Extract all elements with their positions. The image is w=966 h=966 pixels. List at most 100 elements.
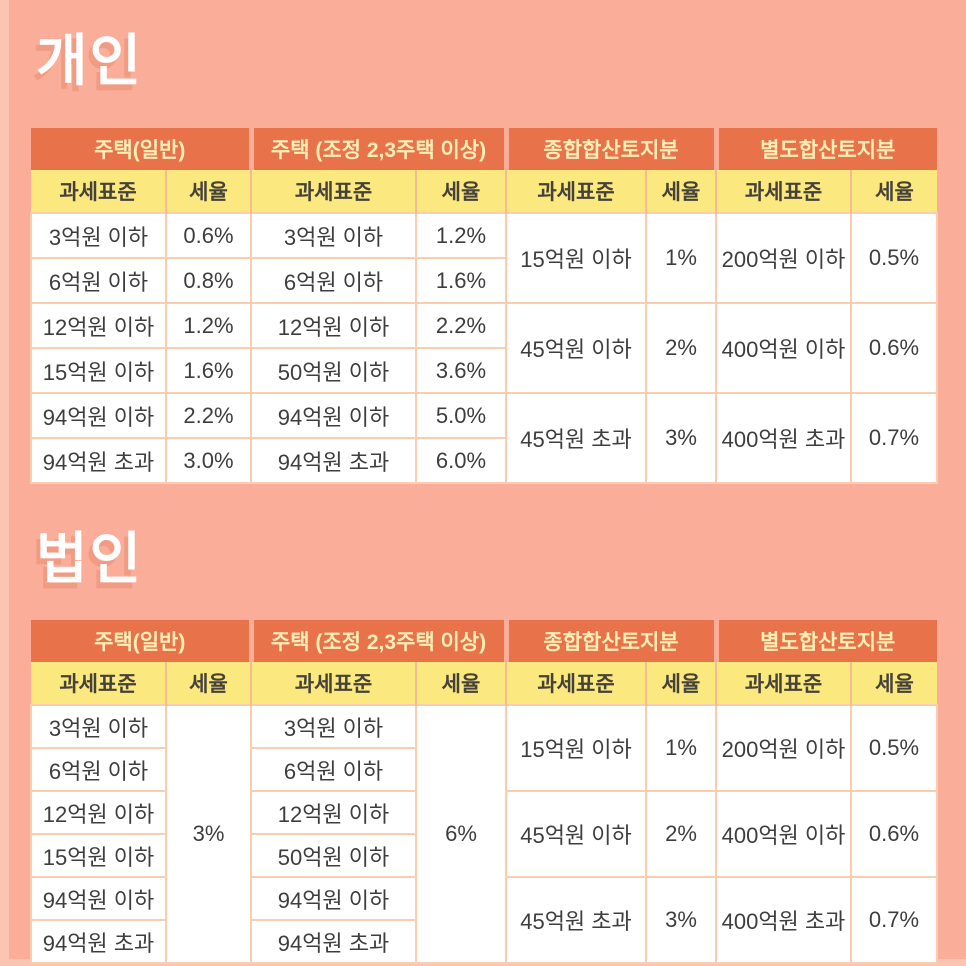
rate-cell: 2.2% <box>415 302 507 349</box>
tax-base-cell: 6억원 이하 <box>250 257 417 304</box>
col-header-rate: 세율 <box>415 170 506 213</box>
tax-base-cell: 400억원 이하 <box>715 790 852 878</box>
col-header-rate: 세율 <box>645 662 716 705</box>
group-header-housing-general: 주택(일반) <box>31 620 251 662</box>
table-row: 15억원 이하 50억원 이하 <box>30 833 937 878</box>
table-row: 94억원 초과 94억원 초과 <box>30 919 937 964</box>
tax-base-cell: 3억원 이하 <box>30 212 167 259</box>
rate-cell: 0.7% <box>850 876 938 964</box>
tax-base-cell: 94억원 초과 <box>250 437 417 484</box>
rate-cell: 0.6% <box>165 212 252 259</box>
tax-base-cell: 15억원 이하 <box>30 347 167 394</box>
col-header-tax-base: 과세표준 <box>31 170 166 213</box>
col-header-rate: 세율 <box>165 170 251 213</box>
tax-base-cell: 94억원 이하 <box>250 392 417 439</box>
col-header-tax-base: 과세표준 <box>505 662 646 705</box>
table-row: 3억원 이하 3% 3억원 이하 6% 15억원 이하 1% 200억원 이하 … <box>30 704 938 964</box>
tax-base-cell: 3억원 이하 <box>250 212 417 259</box>
tax-base-cell: 400억원 이하 <box>715 302 852 394</box>
tax-base-cell: 45억원 초과 <box>505 392 647 484</box>
rate-cell: 0.6% <box>850 302 938 394</box>
rate-cell: 0.6% <box>850 790 938 878</box>
rate-cell: 1.6% <box>415 257 507 304</box>
rate-cell: 2.2% <box>165 392 252 439</box>
rate-cell: 3% <box>645 392 717 484</box>
rate-cell: 6% <box>415 704 507 964</box>
col-header-tax-base: 과세표준 <box>715 662 851 705</box>
rate-cell: 2% <box>645 790 717 878</box>
section-title-corporate: 법인 <box>36 527 144 590</box>
section-title-individual: 개인 <box>36 29 144 92</box>
rate-cell: 0.8% <box>165 257 252 304</box>
tax-base-cell: 6억원 이하 <box>30 747 167 792</box>
rate-cell: 6.0% <box>415 437 507 484</box>
corporate-tax-table: 주택(일반) 주택 (조정 2,3주택 이상) 종합합산토지분 별도합산토지분 … <box>30 620 938 964</box>
tax-base-cell: 6억원 이하 <box>250 747 417 792</box>
group-header-housing-adjusted: 주택 (조정 2,3주택 이상) <box>248 620 506 662</box>
tax-base-cell: 45억원 이하 <box>505 302 647 394</box>
group-header-housing-adjusted: 주택 (조정 2,3주택 이상) <box>248 128 506 170</box>
rate-cell: 0.5% <box>850 212 938 304</box>
col-header-tax-base: 과세표준 <box>31 662 166 705</box>
col-header-tax-base: 과세표준 <box>715 170 851 213</box>
tax-base-cell: 400억원 초과 <box>715 392 852 484</box>
group-header-land-separate: 별도합산토지분 <box>713 620 937 662</box>
rate-cell: 3.0% <box>165 437 252 484</box>
tax-base-cell: 12억원 이하 <box>250 790 417 835</box>
table-row: 12억원 이하 1.2% 12억원 이하 2.2% 45억원 이하 2% 400… <box>30 302 938 394</box>
group-header-land-aggregate: 종합합산토지분 <box>503 620 716 662</box>
rate-cell: 1.2% <box>415 212 507 259</box>
rate-cell: 3% <box>645 876 717 964</box>
col-header-tax-base: 과세표준 <box>250 662 416 705</box>
col-header-rate: 세율 <box>850 170 937 213</box>
tax-base-cell: 94억원 이하 <box>30 876 167 921</box>
rate-cell: 0.5% <box>850 704 938 792</box>
col-header-rate: 세율 <box>645 170 716 213</box>
column-header-row: 과세표준 세율 과세표준 세율 과세표준 세율 과세표준 세율 <box>31 662 937 705</box>
col-header-tax-base: 과세표준 <box>250 170 416 213</box>
col-header-tax-base: 과세표준 <box>505 170 646 213</box>
individual-tax-table: 주택(일반) 주택 (조정 2,3주택 이상) 종합합산토지분 별도합산토지분 … <box>30 128 938 484</box>
tax-base-cell: 200억원 이하 <box>715 212 852 304</box>
table-row: 6억원 이하 0.8% 6억원 이하 1.6% <box>30 257 937 304</box>
col-header-rate: 세율 <box>415 662 506 705</box>
rate-cell: 3% <box>165 704 252 964</box>
col-header-rate: 세율 <box>165 662 251 705</box>
tax-base-cell: 15억원 이하 <box>505 212 647 304</box>
tax-base-cell: 200억원 이하 <box>715 704 852 792</box>
tax-base-cell: 45억원 이하 <box>505 790 647 878</box>
tax-base-cell: 94억원 초과 <box>250 919 417 964</box>
rate-cell: 1% <box>645 704 717 792</box>
rate-cell: 3.6% <box>415 347 507 394</box>
rate-cell: 0.7% <box>850 392 938 484</box>
tax-base-cell: 94억원 초과 <box>30 437 167 484</box>
table-row: 3억원 이하 0.6% 3억원 이하 1.2% 15억원 이하 1% 200억원… <box>30 212 938 304</box>
rate-cell: 2% <box>645 302 717 394</box>
table-row: 15억원 이하 1.6% 50억원 이하 3.6% <box>30 347 937 394</box>
tax-base-cell: 12억원 이하 <box>30 302 167 349</box>
tax-base-cell: 94억원 이하 <box>30 392 167 439</box>
table-row: 12억원 이하 12억원 이하 45억원 이하 2% 400억원 이하 0.6% <box>30 790 938 878</box>
tax-base-cell: 6억원 이하 <box>30 257 167 304</box>
group-header-land-aggregate: 종합합산토지분 <box>503 128 716 170</box>
table-row: 94억원 초과 3.0% 94억원 초과 6.0% <box>30 437 937 484</box>
tax-base-cell: 50억원 이하 <box>250 833 417 878</box>
rate-cell: 1% <box>645 212 717 304</box>
group-header-row: 주택(일반) 주택 (조정 2,3주택 이상) 종합합산토지분 별도합산토지분 <box>31 620 937 662</box>
tax-base-cell: 50억원 이하 <box>250 347 417 394</box>
group-header-row: 주택(일반) 주택 (조정 2,3주택 이상) 종합합산토지분 별도합산토지분 <box>31 128 937 170</box>
tax-base-cell: 94억원 초과 <box>30 919 167 964</box>
column-header-row: 과세표준 세율 과세표준 세율 과세표준 세율 과세표준 세율 <box>31 170 937 213</box>
tax-base-cell: 3억원 이하 <box>250 704 417 749</box>
rate-cell: 5.0% <box>415 392 507 439</box>
tax-base-cell: 45억원 초과 <box>505 876 647 964</box>
tax-base-cell: 12억원 이하 <box>30 790 167 835</box>
table-row: 94억원 이하 94억원 이하 45억원 초과 3% 400억원 초과 0.7% <box>30 876 938 964</box>
table-row: 94억원 이하 2.2% 94억원 이하 5.0% 45억원 초과 3% 400… <box>30 392 938 484</box>
tax-base-cell: 94억원 이하 <box>250 876 417 921</box>
col-header-rate: 세율 <box>850 662 937 705</box>
rate-cell: 1.2% <box>165 302 252 349</box>
group-header-housing-general: 주택(일반) <box>31 128 251 170</box>
table-row: 6억원 이하 6억원 이하 <box>30 747 937 792</box>
